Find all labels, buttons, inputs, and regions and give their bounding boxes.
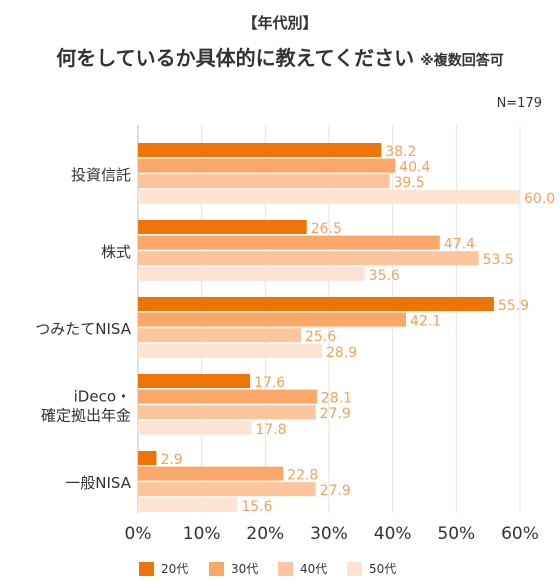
legend-swatch (139, 562, 154, 576)
category-label: つみたてNISA (35, 320, 131, 338)
data-label: 2.9 (160, 452, 182, 468)
data-label: 42.1 (410, 314, 441, 330)
x-tick-label: 30% (310, 524, 348, 544)
data-label: 40.4 (399, 160, 430, 176)
data-label: 28.1 (321, 391, 352, 407)
data-label: 26.5 (311, 221, 342, 237)
legend-label: 50代 (369, 562, 396, 576)
legend-label: 20代 (161, 562, 188, 576)
category-label: iDeco・ (74, 388, 131, 406)
legend-swatch (347, 562, 362, 576)
data-label: 47.4 (444, 237, 475, 253)
x-tick-label: 20% (246, 524, 284, 544)
bar (138, 235, 440, 250)
bar (138, 143, 382, 157)
bar (138, 158, 396, 173)
x-tick-label: 10% (183, 524, 221, 544)
bar (138, 251, 479, 266)
bar (138, 482, 316, 497)
bar (138, 312, 407, 327)
chart-title-row: 何をしているか具体的に教えてください ※複数回答可 (0, 42, 560, 71)
bar (138, 466, 284, 481)
bar (138, 266, 365, 281)
data-label: 17.8 (255, 422, 286, 438)
legend-swatch (278, 562, 293, 576)
x-tick-label: 0% (125, 524, 152, 544)
data-label: 17.6 (254, 375, 285, 391)
data-label: 15.6 (241, 499, 272, 515)
category-label: 一般NISA (65, 474, 131, 492)
data-label: 35.6 (369, 268, 400, 284)
chart-title: 何をしているか具体的に教えてください (56, 46, 415, 70)
data-label: 22.8 (287, 468, 318, 484)
sample-size: N=179 (496, 96, 542, 111)
bar (138, 189, 520, 204)
bar (138, 374, 251, 388)
category-label: 確定拠出年金 (41, 407, 131, 425)
chart-subtitle: 【年代別】 (242, 14, 318, 32)
legend-label: 40代 (300, 562, 327, 576)
data-label: 38.2 (385, 144, 416, 160)
data-label: 39.5 (393, 175, 424, 191)
bar (138, 420, 252, 435)
data-label: 25.6 (305, 329, 336, 345)
bar (138, 389, 317, 404)
data-label: 53.5 (483, 252, 514, 268)
bar (138, 451, 157, 465)
data-label: 27.9 (320, 483, 351, 499)
bar (138, 174, 390, 189)
x-tick-label: 50% (437, 524, 475, 544)
category-label: 株式 (101, 243, 131, 261)
legend-swatch (209, 562, 224, 576)
data-label: 55.9 (498, 298, 529, 314)
x-tick-label: 40% (374, 524, 412, 544)
bar (138, 497, 238, 512)
bar (138, 297, 494, 311)
category-label: 投資信託 (71, 166, 131, 184)
data-label: 60.0 (524, 191, 555, 207)
data-label: 27.9 (320, 406, 351, 422)
bar (138, 328, 301, 343)
x-tick-label: 60% (501, 524, 539, 544)
bar (138, 220, 307, 234)
chart-note: ※複数回答可 (420, 53, 504, 69)
legend-label: 30代 (231, 562, 258, 576)
bar (138, 343, 322, 358)
data-label: 28.9 (326, 345, 357, 361)
bar (138, 405, 316, 420)
